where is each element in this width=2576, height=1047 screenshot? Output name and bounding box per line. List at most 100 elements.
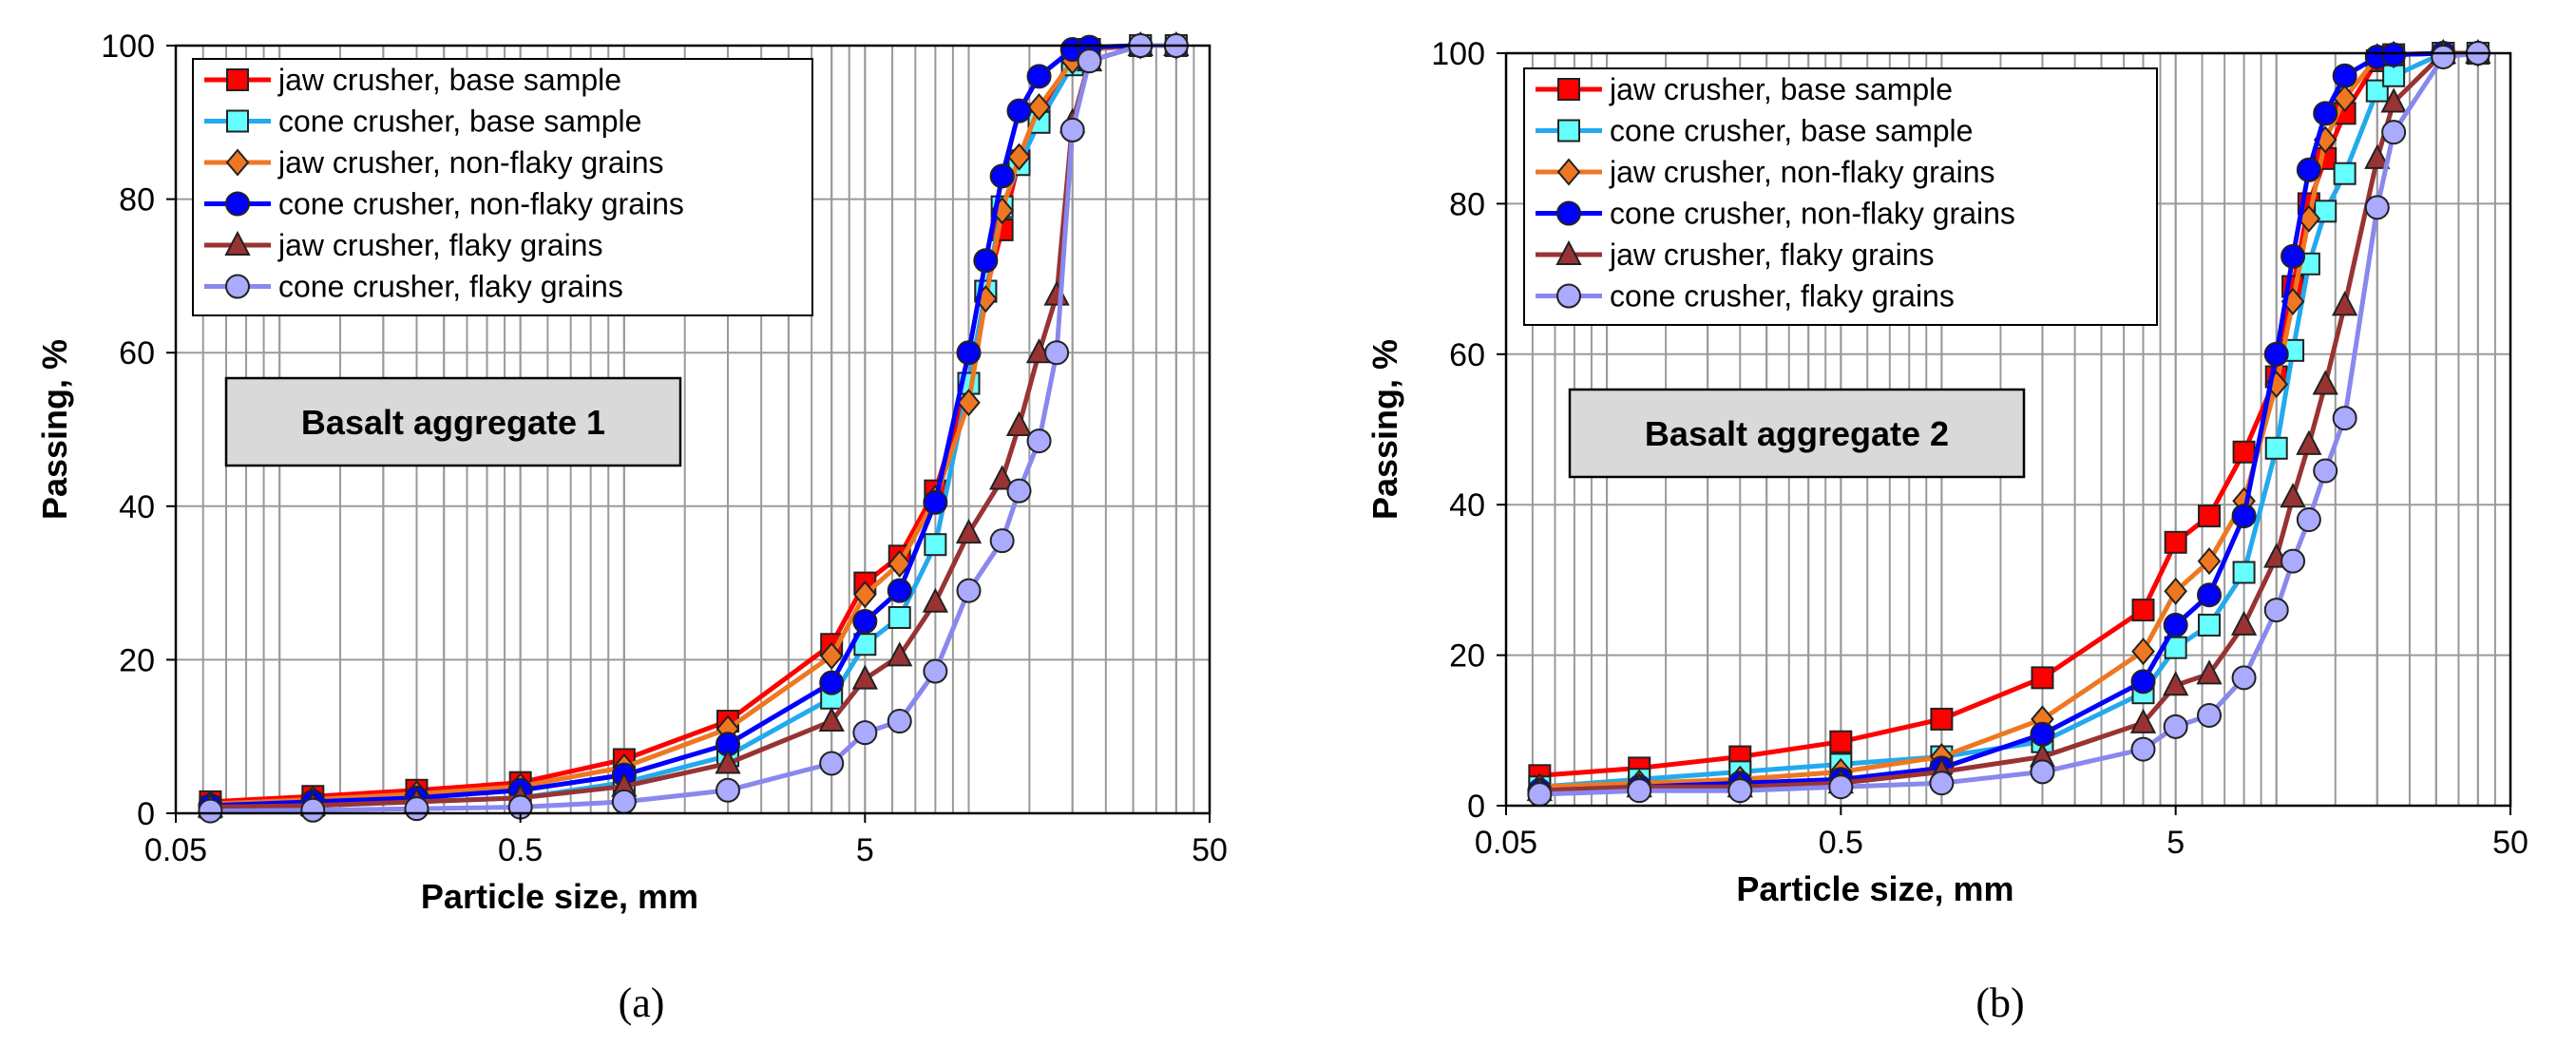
legend-label: jaw crusher, flaky grains xyxy=(1609,238,1934,272)
data-point xyxy=(2280,548,2306,574)
data-point xyxy=(923,658,948,684)
data-point xyxy=(1006,478,1032,504)
data-point xyxy=(2264,436,2288,460)
data-point xyxy=(2030,721,2055,747)
data-point xyxy=(1059,117,1085,143)
y-tick-label: 100 xyxy=(1431,36,1485,72)
plot-frame xyxy=(1504,51,2512,808)
data-point xyxy=(2332,406,2357,431)
data-point xyxy=(2312,370,2338,395)
data-point xyxy=(1006,98,1032,124)
data-point xyxy=(957,389,981,417)
data-point xyxy=(404,796,429,822)
data-point xyxy=(2332,63,2357,88)
y-axis-title: Passing, % xyxy=(35,339,74,520)
legend-label: cone crusher, base sample xyxy=(1610,114,1973,148)
data-point xyxy=(2333,162,2357,185)
x-tick-label: 50 xyxy=(2492,825,2528,861)
legend-entry: jaw crusher, base sample xyxy=(204,63,621,97)
data-point xyxy=(887,709,912,734)
data-point xyxy=(887,641,913,667)
data-point xyxy=(2197,582,2223,608)
legend-entry: jaw crusher, flaky grains xyxy=(1536,238,1934,272)
data-point xyxy=(989,528,1015,554)
data-point xyxy=(1627,778,1652,804)
data-point xyxy=(2231,665,2257,691)
legend-marker xyxy=(1556,283,1581,309)
legend-label: jaw crusher, base sample xyxy=(1609,72,1953,106)
annotation-box xyxy=(224,376,682,467)
data-point xyxy=(2030,759,2055,785)
legend-label: cone crusher, non-flaky grains xyxy=(1610,197,2015,231)
data-point xyxy=(852,720,878,746)
x-axis-title: Particle size, mm xyxy=(1736,869,2013,908)
legend-label: jaw crusher, flaky grains xyxy=(277,228,602,262)
data-point xyxy=(2232,440,2256,464)
data-point xyxy=(2263,598,2289,623)
data-point xyxy=(1527,782,1553,808)
data-point xyxy=(2313,458,2338,484)
annotation-text: Basalt aggregate 1 xyxy=(301,403,605,442)
chart-panel-a: 0.05 0.5 5 50 0 20 40 60 80 100 Particle size, mm P… xyxy=(35,29,1228,1026)
legend-marker xyxy=(1557,78,1580,101)
data-point xyxy=(2198,504,2222,528)
legend-entry: cone crusher, flaky grains xyxy=(1536,279,1955,314)
data-point xyxy=(2331,291,2358,316)
legend-entry: jaw crusher, non-flaky grains xyxy=(204,145,664,180)
x-tick-label: 0.05 xyxy=(1475,825,1537,861)
legend-marker xyxy=(226,68,249,91)
legend-marker xyxy=(224,230,251,256)
data-point xyxy=(1828,774,1854,800)
legend-entry: cone crusher, flaky grains xyxy=(204,270,623,304)
annotation-text: Basalt aggregate 2 xyxy=(1645,414,1949,453)
legend-box xyxy=(1523,67,2158,326)
legend: jaw crusher, base sample cone crusher, ba… xyxy=(1523,67,2158,326)
data-point xyxy=(715,749,741,774)
y-tick-label: 20 xyxy=(119,642,155,678)
panel-label: (a) xyxy=(619,980,665,1026)
legend-entry: cone crusher, base sample xyxy=(204,105,641,139)
data-point xyxy=(2129,708,2157,733)
data-point xyxy=(2197,547,2222,576)
chart-panel-b: 0.05 0.5 5 50 0 20 40 60 80 100 Particle size, mm P… xyxy=(1365,36,2528,1026)
data-point xyxy=(2381,42,2407,67)
data-point xyxy=(1727,778,1753,804)
y-tick-label: 60 xyxy=(119,335,155,371)
data-point xyxy=(611,789,637,814)
data-point xyxy=(2164,530,2187,554)
data-point xyxy=(1077,48,1102,74)
legend-marker xyxy=(225,148,250,177)
data-point xyxy=(1044,340,1070,366)
data-point xyxy=(2130,669,2156,695)
x-tick-label: 5 xyxy=(2166,825,2185,861)
data-point xyxy=(955,518,983,544)
legend-entry: jaw crusher, non-flaky grains xyxy=(1536,155,1995,189)
plot-frame xyxy=(174,44,1212,815)
data-point xyxy=(819,751,845,776)
data-point xyxy=(2130,736,2156,762)
data-point xyxy=(2280,483,2306,508)
data-point xyxy=(1027,93,1051,122)
y-tick-label: 100 xyxy=(101,29,155,65)
data-point xyxy=(851,664,878,690)
y-tick-label: 0 xyxy=(137,796,155,832)
data-point xyxy=(2431,44,2456,69)
legend-label: jaw crusher, non-flaky grains xyxy=(277,145,664,180)
data-point xyxy=(300,797,326,823)
legend-label: jaw crusher, non-flaky grains xyxy=(1609,155,1995,189)
data-point xyxy=(924,533,947,557)
data-point xyxy=(819,641,844,670)
y-tick-label: 80 xyxy=(119,182,155,219)
x-tick-label: 0.05 xyxy=(144,832,207,868)
data-point xyxy=(2031,666,2054,690)
data-point xyxy=(1829,730,1853,753)
legend-marker xyxy=(225,191,250,217)
y-tick-label: 80 xyxy=(1449,186,1485,222)
data-point xyxy=(956,578,982,603)
data-point xyxy=(198,798,223,824)
y-tick-label: 40 xyxy=(1449,487,1485,524)
legend-marker xyxy=(225,274,250,299)
y-tick-label: 60 xyxy=(1449,337,1485,373)
data-point xyxy=(2198,613,2222,637)
legend-box xyxy=(192,58,813,316)
